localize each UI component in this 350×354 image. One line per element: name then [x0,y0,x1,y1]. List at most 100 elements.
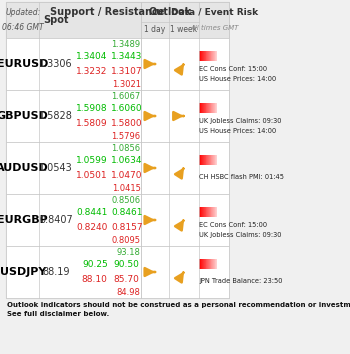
Text: 1.5809: 1.5809 [76,119,108,128]
Bar [209,103,210,113]
Bar [206,207,207,217]
Text: 0.8441: 0.8441 [76,208,108,217]
Text: 0.8157: 0.8157 [111,223,142,232]
Text: 88.19: 88.19 [42,267,70,277]
Text: USDJPY: USDJPY [0,267,46,277]
Bar [216,207,217,217]
Bar [6,38,229,90]
Bar [207,207,208,217]
Text: 1.0543: 1.0543 [39,163,73,173]
Text: GBPUSD: GBPUSD [0,111,49,121]
Text: 06:46 GMT: 06:46 GMT [2,23,43,33]
Bar [212,259,213,269]
Text: Outlook: Outlook [148,7,191,17]
Bar [214,155,215,165]
Bar [203,51,204,61]
Bar [213,259,214,269]
Text: 0.8461: 0.8461 [111,208,142,217]
Text: 1.3107: 1.3107 [111,67,142,76]
Bar [199,103,200,113]
Text: 1.0470: 1.0470 [111,171,142,180]
Text: 84.98: 84.98 [117,288,141,297]
Text: 0.8240: 0.8240 [76,223,108,232]
Text: 1.0599: 1.0599 [76,156,108,165]
Bar [206,103,207,113]
Bar [202,259,203,269]
Bar [212,103,213,113]
Text: EC Cons Conf: 15:00: EC Cons Conf: 15:00 [199,66,267,72]
Bar [6,2,229,298]
Bar [215,207,216,217]
Bar [203,207,204,217]
Text: 1.3443: 1.3443 [111,52,142,61]
Bar [216,103,217,113]
Bar [200,259,201,269]
Text: Spot: Spot [43,15,69,25]
Text: 1.0501: 1.0501 [76,171,108,180]
Text: JPN Trade Balance: 23:50: JPN Trade Balance: 23:50 [199,278,283,284]
Bar [201,103,202,113]
Text: 85.70: 85.70 [114,275,140,284]
Bar [208,155,209,165]
Bar [203,103,204,113]
Bar [208,51,209,61]
Bar [199,155,200,165]
Text: US House Prices: 14:00: US House Prices: 14:00 [199,75,276,81]
Bar [214,207,215,217]
Text: 1.5828: 1.5828 [39,111,73,121]
Bar [199,259,200,269]
Bar [209,155,210,165]
Text: 1.3404: 1.3404 [76,52,108,61]
Text: UK Jobless Claims: 09:30: UK Jobless Claims: 09:30 [199,118,282,124]
Bar [205,103,206,113]
Text: Updated:: Updated: [5,7,40,17]
Text: EURGBP: EURGBP [0,215,48,225]
Bar [211,207,212,217]
Bar [211,259,212,269]
Text: Support / Resistance: Support / Resistance [50,7,164,17]
Bar [207,259,208,269]
Bar [212,51,213,61]
Text: 1.0856: 1.0856 [112,144,141,153]
Bar [213,155,214,165]
Bar [201,155,202,165]
Bar [215,259,216,269]
Bar [205,155,206,165]
Text: 93.18: 93.18 [117,248,141,257]
Bar [202,103,203,113]
Bar [201,259,202,269]
Bar [203,155,204,165]
Text: 1.5800: 1.5800 [111,119,142,128]
Text: 0.8407: 0.8407 [39,215,73,225]
Text: 90.25: 90.25 [82,260,108,269]
Bar [216,259,217,269]
Text: 88.10: 88.10 [82,275,108,284]
Bar [199,207,200,217]
Text: 0.8506: 0.8506 [112,196,141,205]
Bar [210,155,211,165]
Bar [208,259,209,269]
Bar [6,194,229,246]
Bar [208,207,209,217]
Bar [210,207,211,217]
Bar [207,51,208,61]
Bar [204,207,205,217]
Bar [6,90,229,142]
Text: Outlook indicators should not be construed as a personal recommendation or inves: Outlook indicators should not be constru… [7,302,350,308]
Bar [205,207,206,217]
Text: All times GMT: All times GMT [190,25,239,31]
Bar [209,207,210,217]
Text: 1.6060: 1.6060 [111,104,142,113]
Bar [212,207,213,217]
Text: 1 week: 1 week [170,24,197,34]
Bar [202,51,203,61]
Text: US House Prices: 14:00: US House Prices: 14:00 [199,127,276,133]
Text: 1.0634: 1.0634 [111,156,142,165]
Bar [204,259,205,269]
Text: AUDUSD: AUDUSD [0,163,49,173]
Text: See full disclaimer below.: See full disclaimer below. [7,311,110,317]
Text: 0.8095: 0.8095 [112,236,141,245]
Bar [209,51,210,61]
Bar [213,51,214,61]
Bar [214,103,215,113]
